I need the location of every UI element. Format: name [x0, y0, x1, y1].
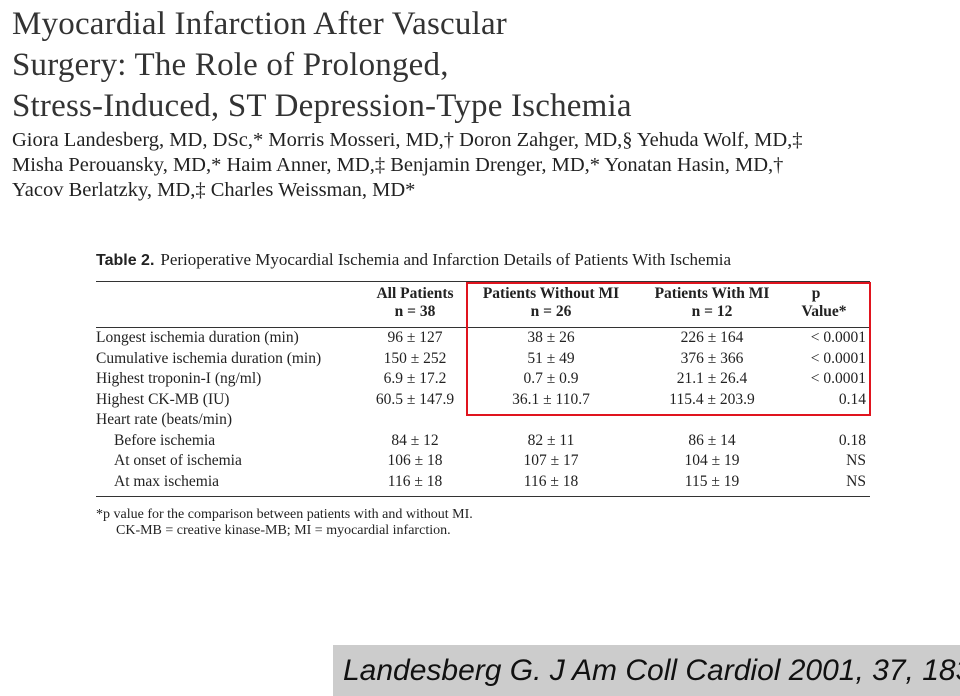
table-cell: 376 ± 366	[680, 349, 744, 367]
table-cell: NS	[846, 472, 866, 490]
table-row: Cumulative ischemia duration (min) 150 ± …	[96, 349, 870, 370]
table-cell: 0.14	[838, 390, 866, 408]
title-line: Surgery: The Role of Prolonged,	[12, 47, 449, 83]
footnote: *p value for the comparison between pati…	[96, 507, 473, 522]
table-cell: < 0.0001	[810, 349, 866, 367]
header-cell	[96, 282, 364, 303]
table-cell: 107 ± 17	[523, 452, 579, 469]
table-cell: 38 ± 26	[527, 329, 575, 346]
row-label: Longest ischemia duration (min)	[96, 329, 299, 346]
header-cell: Patients Without MI	[482, 285, 620, 302]
table-cell	[788, 410, 870, 431]
title-line: Myocardial Infarction After Vascular	[12, 6, 507, 42]
table-cell: 36.1 ± 110.7	[512, 390, 590, 408]
table-cell: NS	[846, 452, 866, 469]
table-row: At onset of ischemia 106 ± 18 107 ± 17 104 …	[96, 451, 870, 472]
table-row: Before ischemia 84 ± 12 82 ± 11 86 ± 14 0.18	[96, 431, 870, 452]
table-cell: 150 ± 252	[383, 349, 447, 367]
table-cell: 82 ± 11	[527, 431, 575, 449]
table-caption: Table 2. Perioperative Myocardial Ischemi…	[96, 249, 870, 272]
header-cell: n = 12	[691, 303, 733, 320]
table-cell: 116 ± 18	[387, 472, 443, 490]
table-cell: 226 ± 164	[680, 329, 744, 346]
author-line: Misha Perouansky, MD,* Haim Anner, MD,‡ …	[12, 154, 784, 176]
table-label: Table 2.	[96, 252, 155, 269]
footnote: CK-MB = creative kinase-MB; MI = myocard…	[116, 523, 451, 538]
table-cell	[364, 410, 466, 431]
table-row: Highest CK-MB (IU) 60.5 ± 147.9 36.1 ± 110…	[96, 390, 870, 411]
header-cell: Value*	[801, 303, 847, 320]
table-row: Heart rate (beats/min)	[96, 410, 870, 431]
table-bottom-rule	[96, 496, 870, 497]
header-cell: Patients With MI	[654, 285, 770, 302]
table-cell: 116 ± 18	[523, 472, 579, 490]
table-cell: 115.4 ± 203.9	[669, 390, 755, 408]
header-row: n = 38 n = 26 n = 12 Value*	[96, 303, 870, 321]
table-cell: 60.5 ± 147.9	[375, 390, 455, 408]
row-label: Highest troponin-I (ng/ml)	[96, 370, 262, 387]
table-cell: 84 ± 12	[391, 431, 439, 449]
table-cell: 6.9 ± 17.2	[383, 370, 447, 387]
table-cell: < 0.0001	[810, 329, 866, 346]
table-cell	[466, 410, 636, 431]
citation-banner: Landesberg G. J Am Coll Cardiol 2001, 37…	[333, 645, 960, 696]
table-row: Longest ischemia duration (min) 96 ± 127 3…	[96, 328, 870, 349]
header-cell: p	[811, 285, 821, 302]
row-label: Heart rate (beats/min)	[96, 411, 232, 428]
author-line: Giora Landesberg, MD, DSc,* Morris Mosse…	[12, 129, 803, 151]
table-container: Table 2. Perioperative Myocardial Ischemi…	[96, 249, 870, 497]
header-cell	[96, 303, 364, 321]
header-cell: n = 38	[394, 303, 436, 320]
table-body: Longest ischemia duration (min) 96 ± 127 3…	[96, 328, 870, 493]
row-label: Before ischemia	[114, 431, 216, 449]
author-line: Yacov Berlatzky, MD,‡ Charles Weissman, …	[12, 179, 416, 201]
header-cell: n = 26	[530, 303, 572, 320]
table-cell: 51 ± 49	[527, 349, 575, 367]
title-line: Stress-Induced, ST Depression-Type Ische…	[12, 88, 632, 124]
author-list: Giora Landesberg, MD, DSc,* Morris Mosse…	[12, 128, 803, 203]
row-label: Cumulative ischemia duration (min)	[96, 349, 322, 367]
table-top-rule	[96, 281, 870, 282]
table-cell: 86 ± 14	[688, 431, 736, 449]
table-row: Highest troponin-I (ng/ml) 6.9 ± 17.2 0.7 …	[96, 369, 870, 390]
paper-title: Myocardial Infarction After Vascular Sur…	[12, 4, 632, 127]
table-row: At max ischemia 116 ± 18 116 ± 18 115 ± 19 N…	[96, 472, 870, 493]
row-label: Highest CK-MB (IU)	[96, 390, 230, 408]
row-label: At max ischemia	[114, 472, 220, 490]
table-cell: < 0.0001	[810, 370, 866, 387]
table-cell: 115 ± 19	[684, 472, 740, 490]
header-row: All Patients Patients Without MI Patient…	[96, 282, 870, 303]
row-label: At onset of ischemia	[114, 452, 242, 469]
table-caption-text: Perioperative Myocardial Ischemia and In…	[160, 250, 732, 269]
header-cell: All Patients	[376, 285, 454, 302]
table-cell: 96 ± 127	[387, 329, 443, 346]
table-cell: 104 ± 19	[684, 452, 740, 469]
table-cell: 0.7 ± 0.9	[523, 370, 579, 387]
table-cell: 106 ± 18	[387, 452, 443, 469]
results-table: All Patients Patients Without MI Patient…	[96, 282, 870, 492]
table-cell: 21.1 ± 26.4	[676, 370, 748, 387]
table-cell: 0.18	[838, 431, 866, 449]
table-footnotes: *p value for the comparison between pati…	[96, 507, 473, 539]
table-cell	[636, 410, 788, 431]
